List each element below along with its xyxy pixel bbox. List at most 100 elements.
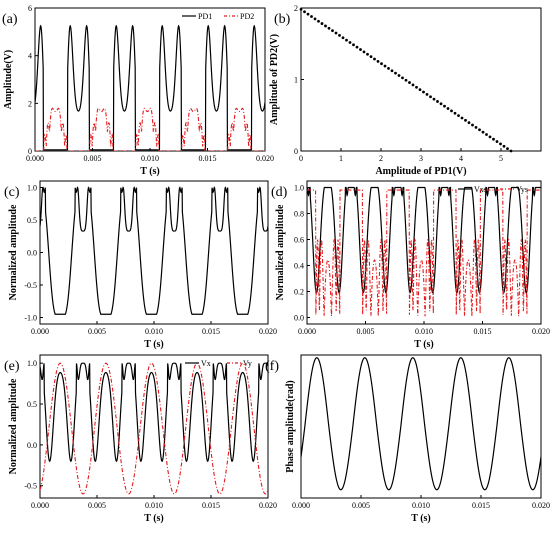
scatter-point-0 (299, 8, 303, 11)
x-tick-label-c-1: 0.005 (88, 327, 106, 336)
scatter-point-17 (359, 48, 362, 51)
y-tick-label-c-2: 0.0 (27, 249, 37, 258)
x-axis-label-a: T (s) (140, 166, 160, 177)
scatter-point-33 (415, 85, 418, 89)
x-tick-label-f-3: 0.015 (472, 501, 490, 510)
y-tick-label-e-2: 0.5 (27, 400, 37, 409)
scatter-point-25 (387, 67, 390, 70)
scatter-point-39 (436, 100, 439, 103)
x-tick-label-d-2: 0.010 (415, 327, 433, 336)
x-tick-label-b-1: 1 (339, 154, 343, 163)
panel-label-c: (c) (4, 185, 20, 200)
series-line-f-0 (301, 357, 541, 491)
legend-label-a-0: PD1 (198, 12, 212, 21)
scatter-point-42 (446, 107, 450, 110)
y-tick-label-c-3: 0.5 (27, 216, 37, 225)
x-tick-label-c-3: 0.015 (202, 327, 220, 336)
scatter-point-54 (488, 135, 492, 139)
y-tick-label-b-2: 2 (294, 4, 298, 13)
scatter-point-40 (439, 102, 443, 106)
x-tick-label-b-4: 4 (459, 154, 463, 163)
scatter-point-31 (408, 81, 411, 84)
scatter-point-21 (373, 57, 376, 61)
x-tick-label-a-3: 0.015 (199, 154, 217, 163)
x-tick-label-a-0: 0.000 (26, 154, 44, 163)
series-line-d-vxs (307, 186, 541, 294)
scatter-point-16 (355, 45, 359, 49)
scatter-point-8 (327, 26, 331, 30)
series-line-a-pd1 (35, 24, 265, 151)
scatter-point-37 (429, 95, 432, 99)
x-tick-label-b-0: 0 (299, 154, 303, 163)
y-tick-label-a-0: 0 (28, 147, 32, 156)
legend-label-e-1: Vy (243, 359, 252, 368)
x-tick-label-e-0: 0.000 (31, 501, 49, 510)
x-axis-label-d: T (s) (414, 339, 434, 350)
scatter-point-58 (502, 144, 506, 148)
series-line-d-vys (307, 189, 541, 317)
x-tick-label-d-3: 0.015 (474, 327, 492, 336)
y-axis-label-b: Amplitude of PD2(V) (269, 34, 280, 125)
y-tick-label-d-2: 0.4 (294, 262, 304, 271)
plot-frame-c (39, 180, 269, 325)
scatter-point-18 (362, 50, 366, 54)
scatter-point-7 (324, 24, 327, 28)
scatter-point-24 (383, 64, 387, 68)
x-axis-label-e: T (s) (144, 513, 164, 524)
y-axis-label-d: Normalized amplitude (275, 204, 286, 300)
scatter-point-9 (331, 29, 334, 33)
x-tick-label-f-4: 0.020 (532, 501, 550, 510)
x-tick-label-e-2: 0.010 (145, 501, 163, 510)
scatter-point-41 (443, 104, 446, 108)
x-tick-label-a-1: 0.005 (84, 154, 102, 163)
y-tick-label-c-1: -0.5 (24, 281, 37, 290)
x-tick-label-d-0: 0.000 (298, 327, 316, 336)
plot-frame-b (300, 7, 542, 152)
x-tick-label-e-1: 0.005 (88, 501, 106, 510)
scatter-point-51 (478, 128, 481, 132)
x-tick-label-f-1: 0.005 (352, 501, 370, 510)
scatter-point-13 (345, 38, 348, 42)
series-line-e-vy (40, 362, 268, 495)
scatter-point-20 (369, 55, 373, 59)
x-tick-label-c-4: 0.020 (259, 327, 277, 336)
x-tick-label-b-2: 2 (379, 154, 383, 163)
x-axis-label-b: Amplitude of PD1(V) (375, 166, 466, 177)
scatter-point-23 (380, 62, 383, 66)
scatter-point-43 (450, 109, 453, 113)
legend-label-d-0: Vxs (474, 185, 487, 194)
scatter-point-12 (341, 36, 345, 40)
scatter-point-50 (474, 126, 478, 129)
panel-b: 0 1 2 3 4 5 0 1 2 Amplitude of PD1(V) Amplitude of… (269, 4, 542, 177)
y-tick-label-d-3: 0.6 (294, 236, 304, 245)
series-line-e-vx (40, 362, 268, 463)
scatter-point-52 (481, 130, 485, 134)
y-tick-label-d-4: 0.8 (294, 210, 304, 219)
panel-label-b: (b) (274, 12, 291, 27)
scatter-point-38 (432, 97, 436, 101)
x-tick-label-c-2: 0.010 (145, 327, 163, 336)
y-axis-label-e: Normalized amplitude (8, 378, 19, 474)
x-tick-label-b-5: 5 (499, 154, 503, 163)
x-axis-label-f: T (s) (411, 513, 431, 524)
series-line-a-pd2 (35, 107, 265, 151)
x-tick-label-a-4: 0.020 (256, 154, 274, 163)
y-axis-label-f: Phase amplitude(rad) (285, 380, 296, 473)
y-axis-label-c: Normalized amplitude (8, 204, 19, 300)
y-tick-label-e-0: -0.5 (24, 482, 37, 491)
scatter-point-1 (303, 10, 306, 14)
scatter-point-56 (495, 140, 499, 143)
plot-frame-f (300, 354, 542, 499)
y-tick-label-a-1: 2 (28, 99, 32, 108)
scatter-point-36 (425, 92, 429, 96)
y-tick-label-a-3: 6 (28, 4, 32, 13)
x-tick-label-b-3: 3 (419, 154, 423, 163)
panel-e: 0.000 0.005 0.010 0.015 0.020 -0.5 0.0 0.5 1.0 T … (4, 354, 277, 524)
scatter-point-35 (422, 90, 425, 94)
scatter-point-46 (460, 116, 464, 120)
y-tick-label-b-0: 0 (294, 147, 298, 156)
panel-a: 0.000 0.005 0.010 0.015 0.020 0 2 4 6 T (s) Amplit… (2, 4, 274, 177)
scatter-point-6 (320, 22, 324, 25)
x-tick-label-d-4: 0.020 (532, 327, 550, 336)
